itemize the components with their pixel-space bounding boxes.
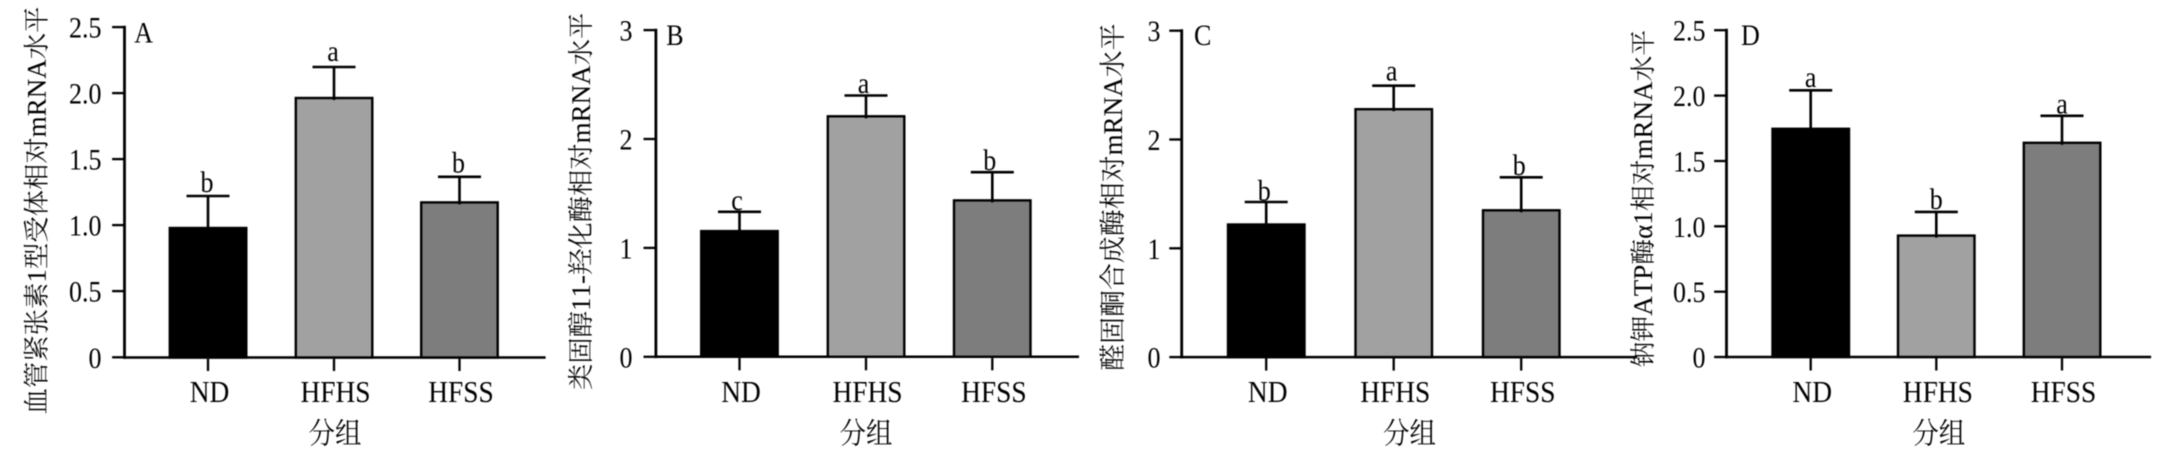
svg-text:1: 1 (620, 232, 633, 265)
svg-text:b: b (452, 146, 465, 179)
svg-text:1.0: 1.0 (69, 209, 101, 242)
svg-text:3: 3 (620, 14, 633, 47)
svg-text:1.0: 1.0 (1673, 210, 1705, 243)
svg-text:1: 1 (1148, 232, 1161, 265)
svg-text:A: A (134, 16, 153, 49)
svg-text:a: a (327, 35, 339, 68)
svg-text:c: c (731, 184, 743, 217)
svg-text:2.5: 2.5 (69, 11, 101, 44)
svg-text:C: C (1194, 18, 1211, 51)
svg-text:0: 0 (89, 341, 102, 374)
svg-text:ND: ND (190, 376, 230, 410)
svg-text:a: a (858, 66, 870, 99)
svg-text:2.5: 2.5 (1673, 14, 1705, 47)
svg-text:3: 3 (1148, 15, 1161, 48)
svg-text:ND: ND (1792, 376, 1832, 410)
svg-text:1.5: 1.5 (1673, 145, 1705, 178)
svg-text:0: 0 (1148, 341, 1161, 374)
svg-text:a: a (1386, 54, 1398, 87)
svg-text:ND: ND (1248, 376, 1288, 410)
svg-text:a: a (2056, 87, 2068, 120)
svg-text:D: D (1741, 18, 1760, 51)
svg-text:ND: ND (721, 376, 761, 410)
svg-text:HFHS: HFHS (300, 376, 370, 410)
svg-text:HFSS: HFSS (961, 376, 1026, 410)
svg-text:b: b (201, 166, 214, 199)
svg-text:HFSS: HFSS (428, 376, 493, 410)
svg-text:0.5: 0.5 (69, 275, 101, 308)
svg-text:HFHS: HFHS (1360, 376, 1430, 410)
svg-text:2: 2 (1148, 124, 1161, 157)
svg-text:HFSS: HFSS (1490, 376, 1555, 410)
svg-text:2.0: 2.0 (1673, 80, 1705, 113)
svg-text:HFSS: HFSS (2031, 376, 2096, 410)
svg-text:b: b (1930, 183, 1943, 216)
svg-text:0: 0 (620, 341, 633, 374)
svg-text:1.5: 1.5 (69, 143, 101, 176)
svg-text:HFHS: HFHS (1903, 376, 1973, 410)
svg-text:b: b (1513, 149, 1526, 182)
svg-text:2: 2 (620, 123, 633, 156)
svg-text:b: b (1258, 174, 1271, 207)
svg-text:a: a (1805, 61, 1817, 94)
svg-text:B: B (666, 18, 683, 51)
svg-text:b: b (983, 144, 996, 177)
svg-text:2.0: 2.0 (69, 77, 101, 110)
svg-text:0.5: 0.5 (1673, 276, 1705, 309)
svg-text:0: 0 (1693, 341, 1706, 374)
svg-text:HFHS: HFHS (832, 376, 902, 410)
